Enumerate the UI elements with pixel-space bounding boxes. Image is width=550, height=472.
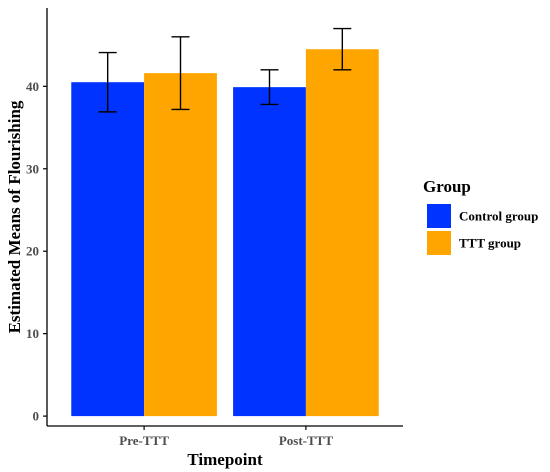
- x-ticks: Pre-TTT Post-TTT: [119, 426, 333, 448]
- y-axis-title: Estimated Means of Flourishing: [5, 100, 24, 333]
- y-tick-label: 0: [33, 409, 40, 424]
- legend-item: TTT group: [427, 231, 521, 255]
- bars-layer: [71, 49, 379, 417]
- y-tick-label: 40: [26, 79, 39, 94]
- x-axis-title: Timepoint: [187, 450, 263, 469]
- errorbars-layer: [98, 27, 352, 113]
- y-tick-label: 10: [26, 326, 39, 341]
- y-ticks: 0 10 20 30 40: [26, 79, 47, 424]
- legend-label: TTT group: [459, 236, 521, 251]
- legend-swatch: [427, 231, 451, 255]
- legend-title: Group: [423, 177, 471, 196]
- error-bar: [260, 69, 279, 106]
- legend-items: Control group TTT group: [427, 204, 538, 255]
- legend-label: Control group: [459, 209, 538, 224]
- error-bar: [333, 27, 352, 71]
- legend: Group Control group TTT group: [423, 177, 538, 255]
- y-tick-label: 30: [26, 161, 39, 176]
- bar-control-group-post-ttt: [233, 87, 306, 417]
- error-bar: [98, 51, 117, 113]
- y-tick-label: 20: [26, 244, 39, 259]
- bar-ttt-group-post-ttt: [305, 49, 379, 417]
- bar-ttt-group-pre-ttt: [144, 73, 217, 417]
- x-tick-label: Post-TTT: [279, 433, 334, 448]
- legend-item: Control group: [427, 204, 538, 228]
- bar-control-group-pre-ttt: [71, 82, 145, 417]
- error-bar: [171, 36, 190, 111]
- x-tick-label: Pre-TTT: [119, 433, 169, 448]
- legend-swatch: [427, 204, 451, 228]
